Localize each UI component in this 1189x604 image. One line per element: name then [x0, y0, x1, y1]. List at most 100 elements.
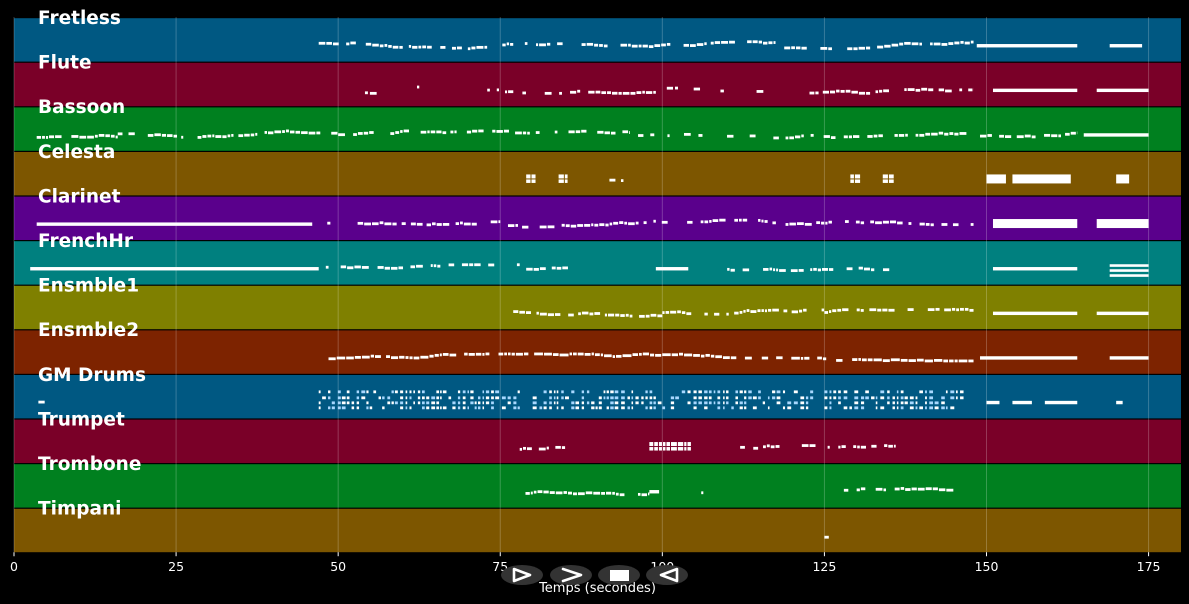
note	[795, 46, 801, 50]
note	[394, 390, 398, 394]
note	[925, 401, 927, 405]
note	[426, 223, 432, 227]
note	[467, 406, 469, 410]
note	[412, 45, 418, 49]
note	[575, 406, 580, 410]
note	[316, 131, 321, 135]
note	[744, 396, 747, 400]
play-button[interactable]	[501, 565, 543, 585]
note	[571, 390, 575, 394]
note	[561, 390, 564, 394]
note	[567, 491, 572, 495]
note	[504, 352, 507, 356]
note	[894, 134, 898, 137]
note	[420, 355, 429, 359]
note	[531, 174, 536, 179]
note	[586, 401, 590, 405]
note	[482, 406, 485, 410]
note-segment	[1116, 400, 1123, 405]
note	[712, 219, 719, 222]
note	[860, 406, 865, 410]
note	[804, 222, 812, 226]
track-lane	[14, 196, 1181, 240]
note	[698, 134, 703, 137]
play-outline-icon	[512, 567, 532, 583]
note	[950, 390, 955, 394]
note	[654, 447, 658, 451]
note	[746, 309, 750, 312]
note	[450, 130, 454, 134]
note	[750, 310, 757, 313]
note	[1083, 133, 1149, 137]
note	[744, 406, 747, 410]
note	[589, 312, 594, 316]
note	[843, 406, 848, 410]
note	[546, 42, 551, 46]
note	[717, 401, 721, 405]
note	[526, 447, 532, 451]
note	[255, 132, 258, 136]
note	[147, 134, 154, 137]
note	[904, 88, 907, 92]
chevron-left-icon	[659, 567, 679, 583]
note	[888, 308, 895, 312]
note	[905, 488, 911, 491]
note-segment	[526, 266, 568, 271]
note	[627, 406, 630, 410]
note	[366, 401, 369, 405]
note	[601, 491, 606, 495]
note	[361, 355, 370, 359]
note	[782, 406, 786, 410]
note	[708, 390, 712, 394]
note	[948, 42, 954, 45]
stop-button[interactable]	[598, 565, 640, 585]
note	[561, 446, 566, 449]
note	[327, 221, 331, 225]
note	[890, 358, 900, 362]
note	[744, 401, 747, 405]
note	[739, 218, 742, 222]
note	[734, 218, 739, 222]
note	[916, 358, 924, 362]
note	[726, 401, 729, 405]
note	[584, 352, 591, 356]
note	[1096, 88, 1149, 93]
note	[813, 267, 817, 271]
note	[882, 308, 888, 312]
note	[980, 134, 987, 138]
note	[357, 132, 363, 135]
note	[721, 40, 729, 44]
back-button[interactable]	[646, 565, 688, 585]
note	[405, 356, 409, 359]
note	[558, 174, 564, 179]
next-button[interactable]	[550, 565, 592, 585]
note	[594, 43, 599, 47]
track-lane	[14, 107, 1181, 151]
note	[600, 353, 604, 357]
note	[798, 269, 804, 272]
note	[328, 357, 336, 361]
note	[468, 352, 475, 356]
note	[992, 267, 1078, 271]
note	[888, 444, 893, 448]
note	[364, 91, 368, 95]
note	[919, 222, 925, 226]
note	[854, 179, 861, 183]
note	[390, 356, 399, 360]
note	[238, 134, 244, 138]
note	[422, 401, 425, 405]
note	[661, 220, 668, 224]
note	[547, 225, 555, 229]
note	[875, 90, 879, 94]
note	[843, 488, 849, 492]
note-segment	[487, 88, 490, 92]
note	[607, 91, 611, 95]
note	[742, 218, 748, 222]
note	[846, 267, 853, 271]
note	[866, 91, 871, 95]
note	[417, 396, 421, 400]
note	[900, 487, 905, 490]
note-segment	[558, 174, 568, 183]
note	[577, 224, 584, 227]
note	[766, 444, 770, 448]
